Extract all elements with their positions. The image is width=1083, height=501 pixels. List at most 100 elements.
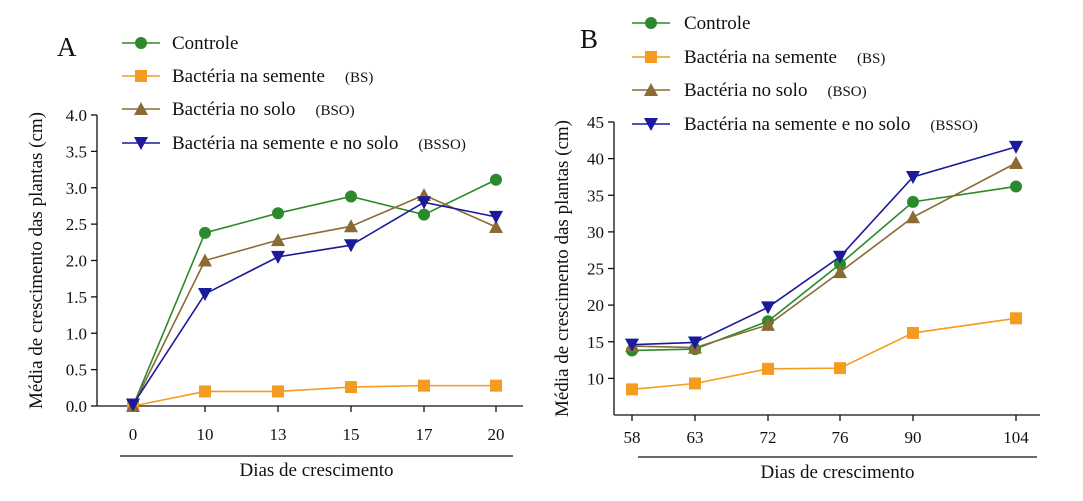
y-tick-label: 1.5 bbox=[66, 288, 87, 307]
x-tick-label: 0 bbox=[129, 425, 138, 444]
data-point bbox=[1010, 312, 1022, 325]
legend-series-name: Bactéria no solo bbox=[172, 99, 295, 120]
data-point bbox=[834, 362, 846, 375]
data-point bbox=[344, 219, 358, 233]
legend-series-name: Bactéria na semente e no solo bbox=[684, 114, 910, 135]
legend-marker bbox=[135, 70, 147, 82]
legend-marker bbox=[644, 118, 658, 131]
data-point bbox=[1009, 140, 1023, 154]
legend-entry: Bactéria na semente (BS) bbox=[172, 66, 373, 87]
legend-entry: Controle bbox=[172, 33, 239, 54]
data-point bbox=[833, 250, 847, 264]
y-tick-label: 0.5 bbox=[66, 361, 87, 380]
chart-panel-b: B Controle Bactéria na semente (BS) Bactéria… bbox=[552, 13, 1040, 483]
y-tick-label: 0.0 bbox=[66, 397, 87, 416]
data-point bbox=[761, 301, 775, 315]
data-point bbox=[271, 233, 285, 247]
y-tick-label: 20 bbox=[587, 296, 604, 315]
x-axis-label: Dias de crescimento bbox=[239, 460, 393, 481]
legend-series-abbr: (BS) bbox=[345, 70, 373, 86]
x-tick-label: 63 bbox=[687, 428, 704, 447]
data-point bbox=[199, 226, 211, 239]
y-tick-label: 35 bbox=[587, 186, 604, 205]
data-point bbox=[126, 398, 140, 412]
series-line bbox=[132, 194, 497, 407]
data-point bbox=[198, 287, 212, 301]
data-point bbox=[907, 195, 919, 208]
data-point bbox=[199, 385, 211, 398]
legend-series-abbr: (BSO) bbox=[827, 84, 866, 100]
y-axis-label: Média de crescimento das plantas (cm) bbox=[552, 120, 573, 417]
series-line bbox=[631, 317, 1017, 391]
data-point bbox=[834, 258, 846, 271]
data-point bbox=[688, 336, 702, 350]
series-3 bbox=[126, 196, 503, 412]
legend-marker bbox=[644, 83, 658, 96]
legend-entry: Controle bbox=[684, 13, 751, 34]
data-point bbox=[489, 210, 503, 224]
legend-entry: Bactéria na semente e no solo (BSSO) bbox=[172, 133, 466, 154]
data-point bbox=[689, 377, 701, 390]
y-tick-label: 3.5 bbox=[66, 142, 87, 161]
x-tick-label: 104 bbox=[1003, 428, 1029, 447]
data-point bbox=[761, 317, 775, 331]
series-line bbox=[631, 146, 1017, 346]
series-2 bbox=[625, 156, 1023, 354]
data-point bbox=[762, 362, 774, 375]
series-1 bbox=[626, 312, 1022, 396]
legend-marker bbox=[645, 17, 657, 29]
legend-series-abbr: (BSSO) bbox=[418, 137, 466, 153]
series-0 bbox=[127, 173, 502, 412]
data-point bbox=[490, 379, 502, 392]
data-point bbox=[271, 250, 285, 264]
legend-series-name: Controle bbox=[172, 33, 239, 54]
y-tick-label: 10 bbox=[587, 369, 604, 388]
y-tick-label: 30 bbox=[587, 223, 604, 242]
series-3 bbox=[625, 140, 1023, 352]
legend-series-name: Bactéria na semente e no solo bbox=[172, 133, 398, 154]
data-point bbox=[626, 383, 638, 396]
x-tick-label: 20 bbox=[488, 425, 505, 444]
legend-entry: Bactéria na semente e no solo (BSSO) bbox=[684, 114, 978, 135]
y-tick-label: 4.0 bbox=[66, 106, 87, 125]
legend-entry: Bactéria no solo (BSO) bbox=[684, 80, 867, 101]
series-line bbox=[132, 179, 497, 407]
series-1 bbox=[127, 379, 502, 412]
y-tick-label: 45 bbox=[587, 113, 604, 132]
legend-series-abbr: (BS) bbox=[857, 51, 885, 67]
data-point bbox=[198, 253, 212, 267]
y-tick-label: 25 bbox=[587, 260, 604, 279]
x-axis-label: Dias de crescimento bbox=[760, 462, 914, 483]
data-point bbox=[625, 338, 639, 352]
y-tick-label: 2.5 bbox=[66, 215, 87, 234]
data-point bbox=[490, 173, 502, 186]
series-2 bbox=[126, 188, 503, 412]
legend-entry: Bactéria na semente (BS) bbox=[684, 47, 885, 68]
legend-series-name: Bactéria na semente bbox=[172, 66, 325, 87]
series-line bbox=[132, 201, 497, 405]
y-tick-label: 1.0 bbox=[66, 324, 87, 343]
legend-marker bbox=[135, 37, 147, 49]
x-tick-label: 15 bbox=[343, 425, 360, 444]
x-tick-label: 58 bbox=[624, 428, 641, 447]
data-point bbox=[489, 220, 503, 234]
panel-label: B bbox=[580, 24, 598, 54]
legend-series-abbr: (BSO) bbox=[315, 103, 354, 119]
data-point bbox=[1009, 156, 1023, 170]
x-tick-label: 76 bbox=[832, 428, 849, 447]
data-point bbox=[833, 265, 847, 279]
data-point bbox=[907, 326, 919, 339]
x-tick-label: 90 bbox=[905, 428, 922, 447]
data-point bbox=[906, 210, 920, 224]
legend-series-abbr: (BSSO) bbox=[930, 118, 978, 134]
y-axis-label: Média de crescimento das plantas (cm) bbox=[26, 112, 47, 409]
legend-marker bbox=[134, 137, 148, 150]
data-point bbox=[272, 385, 284, 398]
legend-entry: Bactéria no solo (BSO) bbox=[172, 99, 355, 120]
data-point bbox=[345, 381, 357, 394]
y-tick-label: 40 bbox=[587, 150, 604, 169]
y-tick-label: 2.0 bbox=[66, 252, 87, 271]
x-tick-label: 17 bbox=[416, 425, 434, 444]
